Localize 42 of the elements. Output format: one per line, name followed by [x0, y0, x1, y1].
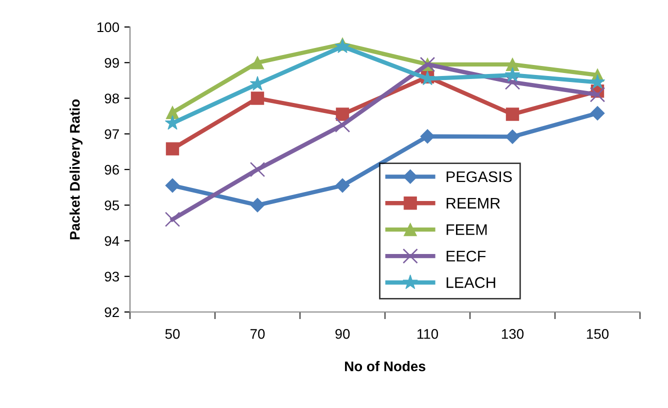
point [505, 130, 520, 144]
point [506, 108, 520, 121]
point [590, 106, 605, 120]
y-tick-label: 93 [104, 272, 119, 282]
y-tick-label: 96 [104, 164, 119, 175]
point [250, 92, 264, 105]
y-tick-label: 100 [97, 22, 120, 32]
y-tick-label: 95 [104, 200, 120, 210]
point [334, 38, 350, 54]
point [590, 87, 606, 102]
point [250, 198, 265, 212]
point [166, 106, 180, 120]
y-tick-label: 97 [104, 129, 119, 140]
legend-label: REEMR [446, 198, 500, 208]
legend-label: FEEM [446, 224, 487, 235]
point [504, 67, 520, 82]
point [250, 162, 266, 178]
x-tick-label: 150 [586, 329, 609, 339]
y-tick-label: 99 [104, 58, 119, 68]
point [336, 108, 350, 121]
x-tick-label: 110 [417, 329, 438, 339]
point [420, 129, 435, 144]
point [506, 58, 520, 72]
legend-label: LEACH [446, 277, 496, 288]
point [165, 178, 180, 193]
point [164, 212, 180, 228]
point [166, 142, 180, 156]
point [334, 117, 350, 133]
x-tick-label: 50 [165, 329, 180, 339]
y-tick-label: 94 [104, 236, 120, 246]
x-tick-label: 70 [250, 329, 265, 339]
legend-label: EECF [446, 250, 486, 262]
legend-label: PEGASIS [446, 171, 512, 182]
x-axis-title: No of Nodes [345, 361, 426, 372]
point [590, 74, 606, 89]
y-axis-title: Packet Delivery Ratio [70, 99, 83, 240]
x-tick-label: 90 [335, 329, 350, 339]
y-tick-label: 98 [104, 94, 119, 104]
point [250, 56, 264, 70]
x-tick-label: 130 [502, 329, 524, 339]
y-tick-label: 92 [104, 307, 119, 318]
point [335, 178, 350, 193]
